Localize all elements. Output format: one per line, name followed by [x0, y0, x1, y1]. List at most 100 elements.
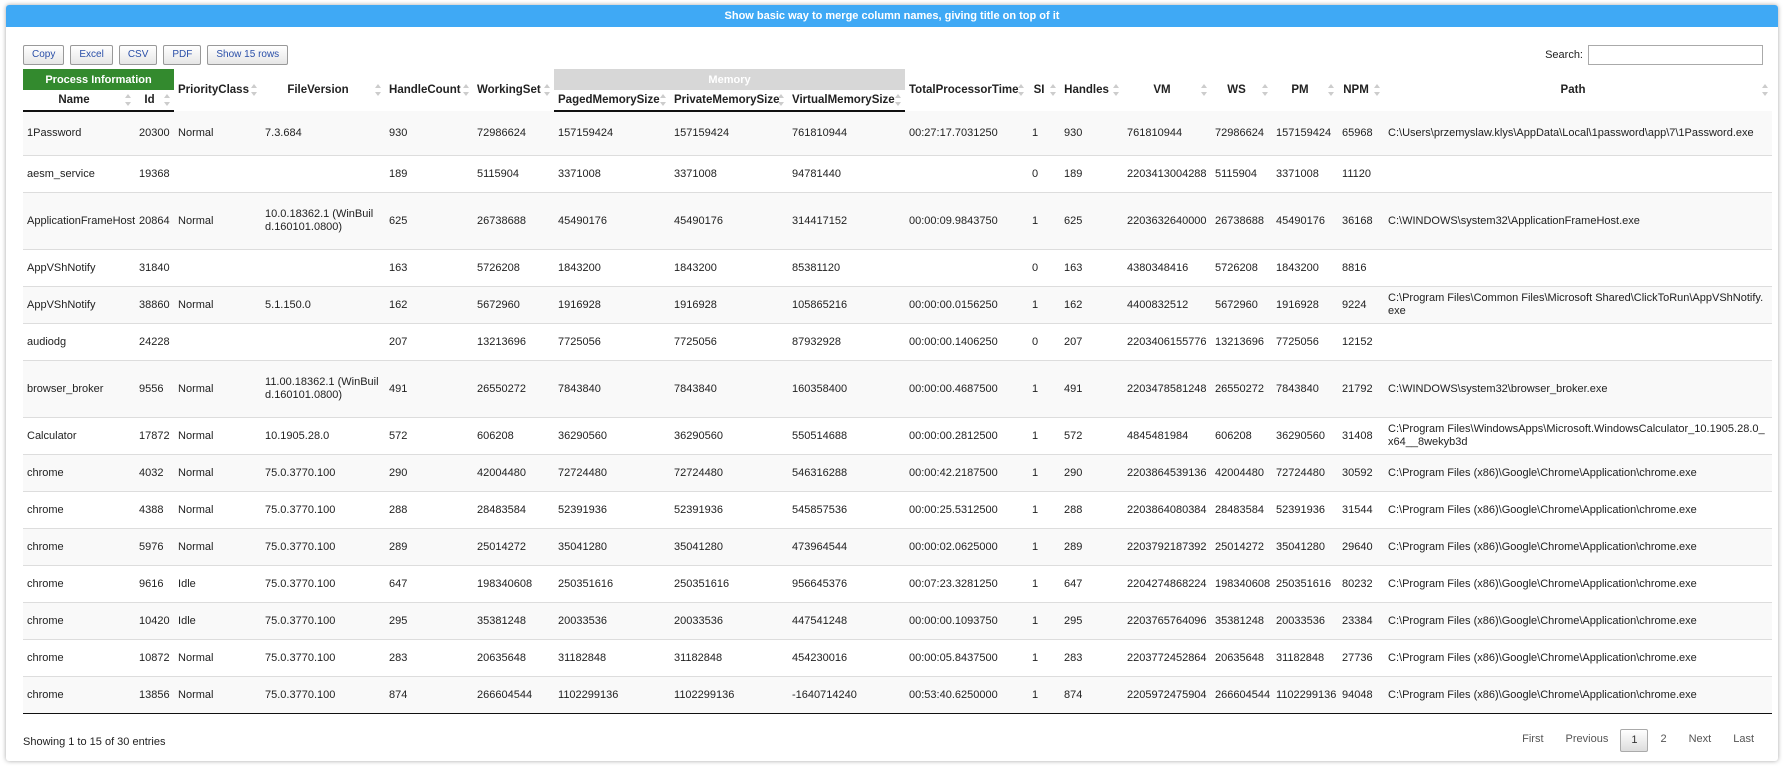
- table-cell: 13213696: [1211, 323, 1273, 361]
- table-cell: 3371008: [554, 155, 671, 193]
- table-cell: C:\Program Files (x86)\Google\Chrome\App…: [1384, 602, 1773, 640]
- sort-icon[interactable]: [125, 94, 132, 106]
- sort-icon[interactable]: [1050, 84, 1057, 96]
- table-cell: 1843200: [670, 249, 789, 287]
- column-header[interactable]: WorkingSet: [473, 69, 554, 111]
- table-cell: 30592: [1338, 454, 1385, 492]
- sort-icon[interactable]: [544, 84, 551, 96]
- table-cell: 00:27:17.7031250: [909, 126, 998, 139]
- table-cell: 75.0.3770.100: [261, 639, 386, 677]
- table-cell: 72986624: [1215, 126, 1264, 139]
- table-cell: Normal: [174, 528, 262, 566]
- table-cell: 31408: [1338, 417, 1385, 455]
- search-input[interactable]: [1588, 45, 1763, 65]
- table-cell: 75.0.3770.100: [261, 565, 386, 603]
- table-cell: chrome: [23, 528, 135, 566]
- sort-icon[interactable]: [660, 94, 667, 106]
- table-cell: 0: [1028, 155, 1061, 193]
- table-cell: 75.0.3770.100: [261, 491, 386, 529]
- sort-icon[interactable]: [251, 84, 258, 96]
- data-table: Process Information PriorityClass FileVers…: [23, 69, 1773, 714]
- column-header[interactable]: PriorityClass: [174, 69, 261, 111]
- table-cell: 10872: [135, 639, 175, 677]
- sort-icon[interactable]: [1262, 84, 1269, 96]
- sort-icon[interactable]: [1018, 84, 1025, 96]
- column-header[interactable]: TotalProcessorTime: [905, 69, 1028, 111]
- column-header[interactable]: NPM: [1338, 69, 1384, 111]
- sort-icon[interactable]: [778, 94, 785, 106]
- page-button[interactable]: First: [1522, 733, 1544, 745]
- table-cell: 12152: [1338, 323, 1385, 361]
- table-cell: 42004480: [1211, 454, 1273, 492]
- table-head: Process Information PriorityClass FileVers…: [23, 69, 1772, 112]
- page-button[interactable]: 2: [1660, 733, 1667, 745]
- table-cell: 31182848: [670, 639, 789, 677]
- table-row: chrome 10872 Normal 75.0.3770.100 283 2063564…: [23, 639, 1773, 677]
- column-header-text: WS: [1227, 84, 1246, 96]
- table-cell: 26550272: [473, 360, 555, 418]
- table-cell: 250351616: [1272, 565, 1339, 603]
- table-cell: 21792: [1338, 360, 1385, 418]
- export-button[interactable]: CSV: [118, 45, 158, 65]
- table-cell: 198340608: [473, 565, 555, 603]
- table-cell: 2203864539136: [1123, 454, 1212, 492]
- sort-icon[interactable]: [164, 94, 171, 106]
- table-cell: 207: [385, 323, 474, 361]
- table-cell: 3371008: [1272, 155, 1339, 193]
- table-cell: 5672960: [1211, 286, 1273, 324]
- table-cell: 7725056: [554, 323, 671, 361]
- column-header[interactable]: PM: [1272, 69, 1338, 111]
- table-cell: 545857536: [788, 491, 906, 529]
- sort-icon[interactable]: [1328, 84, 1335, 96]
- sort-icon[interactable]: [463, 84, 470, 96]
- table-cell: 1843200: [554, 249, 671, 287]
- column-header[interactable]: Name: [23, 90, 135, 112]
- table-cell: C:\Users\przemyslaw.klys\AppData\Local\1…: [1388, 126, 1754, 139]
- column-header[interactable]: PagedMemorySize: [554, 90, 671, 112]
- table-cell: C:\Program Files (x86)\Google\Chrome\App…: [1384, 676, 1773, 714]
- table-cell: 00:07:23.3281250: [905, 565, 1029, 603]
- sort-icon[interactable]: [1374, 84, 1381, 96]
- column-header[interactable]: Path: [1384, 69, 1772, 111]
- export-button[interactable]: PDF: [163, 45, 202, 65]
- sort-icon[interactable]: [1113, 84, 1120, 96]
- table-cell: 4845481984: [1123, 417, 1212, 455]
- column-header[interactable]: VM: [1123, 69, 1211, 111]
- column-header[interactable]: FileVersion: [261, 69, 385, 111]
- column-header[interactable]: PrivateMemorySize: [670, 90, 789, 112]
- table-cell: 31544: [1338, 491, 1385, 529]
- column-header-text: PM: [1291, 84, 1309, 96]
- column-header[interactable]: Handles: [1060, 69, 1123, 111]
- table-cell: 36290560: [1272, 417, 1339, 455]
- table-cell: 20033536: [670, 602, 789, 640]
- table-cell: 1843200: [1272, 249, 1339, 287]
- table-cell: 647: [1060, 565, 1124, 603]
- table-cell: 23384: [1338, 602, 1385, 640]
- table-cell: 36168: [1338, 192, 1385, 250]
- page-button[interactable]: 1: [1620, 729, 1649, 752]
- table-cell: [261, 155, 386, 193]
- sort-icon[interactable]: [375, 84, 382, 96]
- sort-icon[interactable]: [1201, 84, 1208, 96]
- page-button[interactable]: Next: [1688, 733, 1712, 745]
- page-button[interactable]: Previous: [1565, 733, 1609, 745]
- table-row: browser_broker 9556 Normal 11.00.18362.1 (W…: [23, 360, 1773, 418]
- sort-icon[interactable]: [895, 94, 902, 106]
- column-header[interactable]: Id: [135, 90, 175, 112]
- table-cell: 29640: [1338, 528, 1385, 566]
- export-button[interactable]: Copy: [23, 45, 65, 65]
- column-header[interactable]: VirtualMemorySize: [788, 90, 906, 112]
- export-button[interactable]: Show 15 rows: [207, 45, 289, 65]
- page-button[interactable]: Last: [1733, 733, 1754, 745]
- column-header-text: FileVersion: [287, 84, 349, 96]
- table-cell: 1102299136: [1272, 676, 1339, 714]
- column-header[interactable]: HandleCount: [385, 69, 473, 111]
- table-cell: 20033536: [1272, 602, 1339, 640]
- sort-icon[interactable]: [1762, 84, 1769, 96]
- column-header[interactable]: SI: [1028, 69, 1060, 111]
- table-cell: 27736: [1338, 639, 1385, 677]
- table-cell: 00:00:00.1093750: [905, 602, 1029, 640]
- column-header[interactable]: WS: [1211, 69, 1272, 111]
- table-cell: C:\WINDOWS\system32\ApplicationFrameHost…: [1384, 192, 1773, 250]
- export-button[interactable]: Excel: [70, 45, 113, 65]
